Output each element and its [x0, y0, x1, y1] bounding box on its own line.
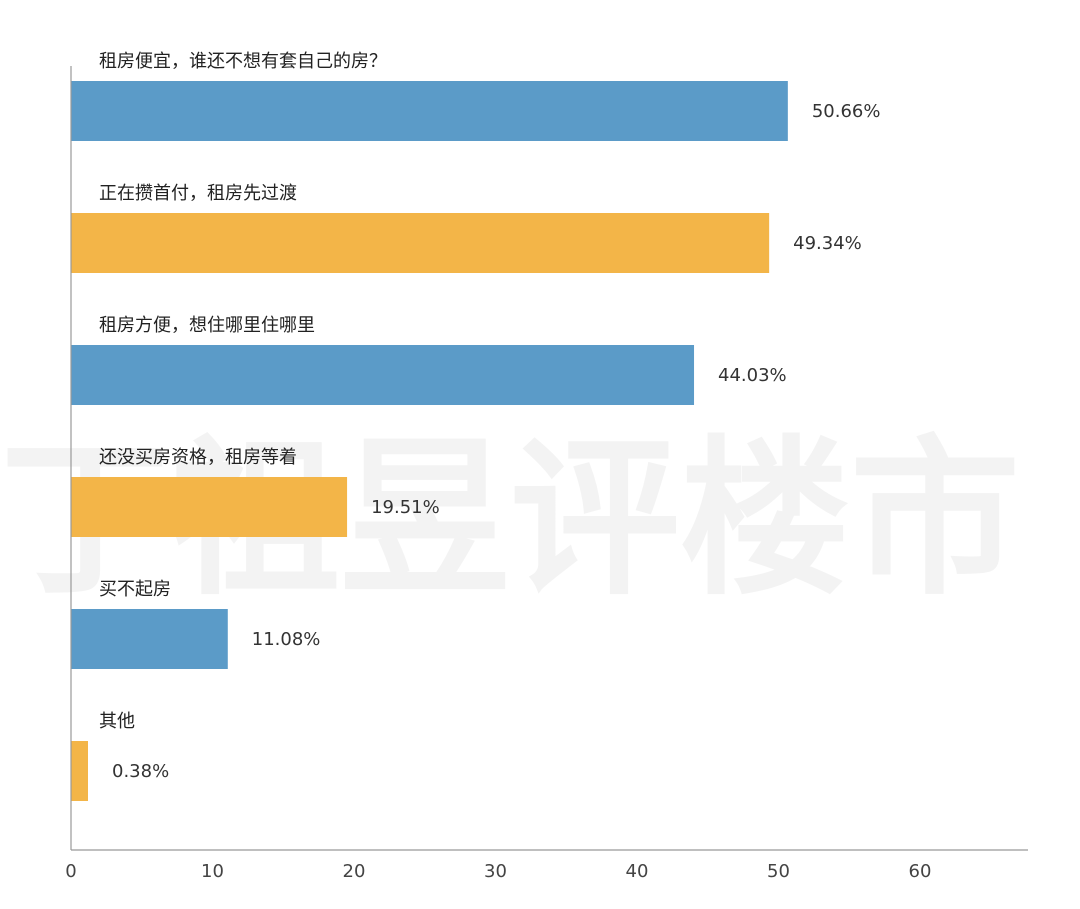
value-label: 44.03% — [718, 365, 787, 386]
x-tick-label: 20 — [343, 861, 366, 882]
x-ticks-group: 0 10 20 30 40 50 60 — [65, 861, 931, 882]
x-tick-label: 10 — [201, 861, 224, 882]
category-label: 租房便宜，谁还不想有套自己的房？ — [99, 51, 387, 72]
x-tick-label: 60 — [909, 861, 932, 882]
category-label: 租房方便，想住哪里住哪里 — [99, 315, 315, 336]
value-labels-group: 50.66% 49.34% 44.03% 19.51% 11.08% 0.38% — [112, 101, 880, 782]
bar-1 — [71, 213, 770, 273]
category-label: 正在攒首付，租房先过渡 — [99, 183, 297, 204]
x-tick-label: 30 — [484, 861, 507, 882]
value-label: 19.51% — [371, 497, 440, 518]
category-label: 其他 — [99, 711, 135, 732]
category-labels-group: 租房便宜，谁还不想有套自己的房？ 正在攒首付，租房先过渡租房方便，想住哪里住哪里还… — [99, 51, 387, 732]
x-tick-label: 0 — [65, 861, 76, 882]
value-label: 50.66% — [812, 101, 881, 122]
value-label: 0.38% — [112, 761, 169, 782]
bar-3 — [71, 477, 348, 537]
bar-2 — [71, 345, 695, 405]
category-label: 买不起房 — [99, 579, 171, 600]
value-label: 11.08% — [252, 629, 321, 650]
x-tick-label: 50 — [767, 861, 790, 882]
bar-5 — [71, 741, 88, 801]
bar-4 — [71, 609, 228, 669]
value-label: 49.34% — [793, 233, 862, 254]
category-label: 还没买房资格，租房等着 — [99, 447, 297, 468]
x-tick-label: 40 — [626, 861, 649, 882]
bar-0 — [71, 81, 788, 141]
bars-group — [71, 81, 788, 801]
